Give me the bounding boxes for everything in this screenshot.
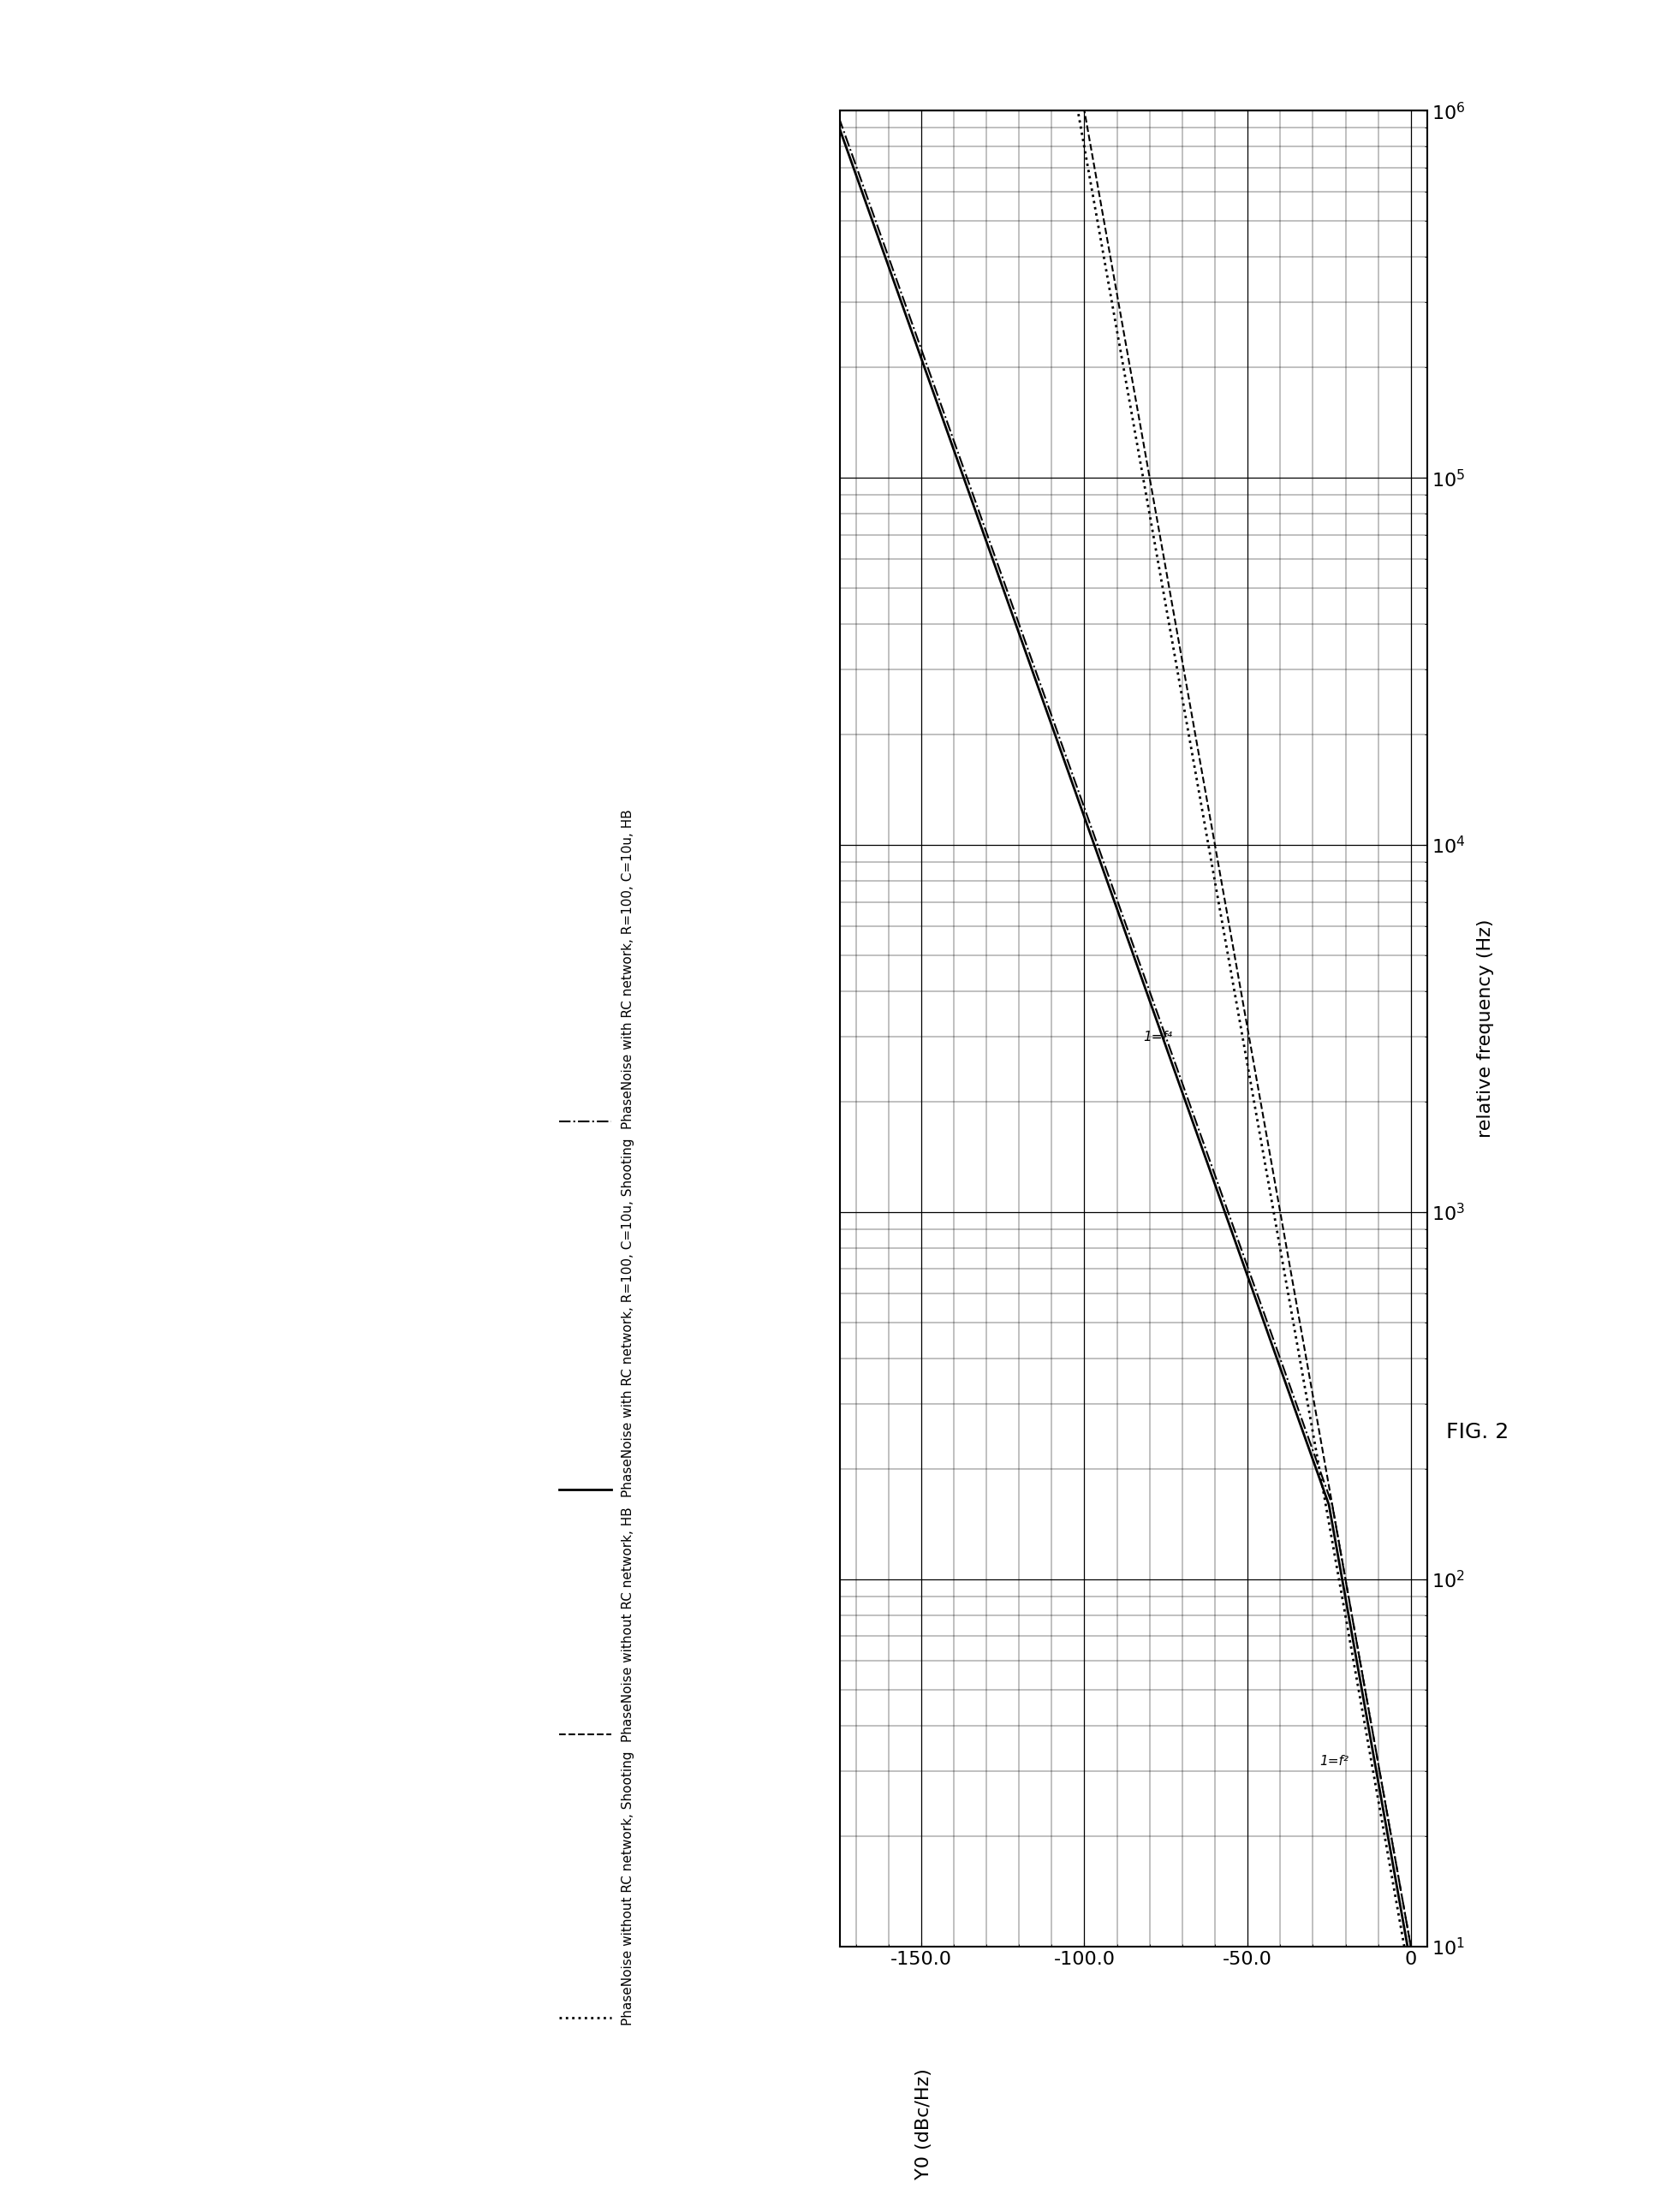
PhaseNoise with RC network, R=100, C=10u, Shooting (1081, 823, 1101, 849)
PhaseNoise with RC network, R=100, C=10u, Shooting (1397, 1933, 1417, 1960)
Line: PhaseNoise with RC network, R=100, C=10u, HB: PhaseNoise with RC network, R=100, C=10u… (840, 111, 1410, 1947)
Y-axis label: relative frequency (Hz): relative frequency (Hz) (1478, 920, 1494, 1137)
PhaseNoise with RC network, R=100, C=10u, Shooting (1167, 1064, 1187, 1091)
PhaseNoise without RC network, Shooting (1160, 619, 1180, 646)
Text: 1=f²: 1=f² (1320, 1754, 1348, 1767)
Text: 1=f⁴: 1=f⁴ (1143, 1031, 1172, 1044)
PhaseNoise without RC network, Shooting (1185, 754, 1206, 781)
PhaseNoise with RC network, R=100, C=10u, Shooting (1009, 619, 1029, 646)
PhaseNoise without RC network, HB (1400, 1933, 1420, 1960)
PhaseNoise without RC network, Shooting (1313, 1475, 1333, 1502)
PhaseNoise without RC network, HB (1075, 97, 1095, 124)
PhaseNoise with RC network, R=100, C=10u, HB (829, 97, 850, 124)
PhaseNoise with RC network, R=100, C=10u, Shooting (1313, 1475, 1333, 1502)
PhaseNoise with RC network, R=100, C=10u, HB (1059, 754, 1080, 781)
PhaseNoise without RC network, Shooting (1239, 1064, 1259, 1091)
PhaseNoise with RC network, R=100, C=10u, Shooting (865, 217, 885, 243)
Text: FIG. 2: FIG. 2 (1446, 1422, 1509, 1442)
PhaseNoise with RC network, R=100, C=10u, HB (1316, 1475, 1336, 1502)
PhaseNoise without RC network, Shooting (1197, 823, 1217, 849)
PhaseNoise with RC network, R=100, C=10u, HB (1400, 1933, 1420, 1960)
PhaseNoise with RC network, R=100, C=10u, Shooting (1056, 754, 1076, 781)
PhaseNoise without RC network, Shooting (1394, 1933, 1414, 1960)
Line: PhaseNoise without RC network, Shooting: PhaseNoise without RC network, Shooting (1078, 111, 1404, 1947)
PhaseNoise without RC network, HB (1320, 1475, 1340, 1502)
PhaseNoise with RC network, R=100, C=10u, Shooting (829, 97, 850, 124)
PhaseNoise with RC network, R=100, C=10u, HB (1085, 823, 1105, 849)
PhaseNoise without RC network, HB (1190, 754, 1211, 781)
PhaseNoise without RC network, Shooting (1090, 217, 1110, 243)
PhaseNoise without RC network, Shooting (1068, 97, 1088, 124)
PhaseNoise without RC network, HB (1246, 1064, 1266, 1091)
PhaseNoise with RC network, R=100, C=10u, HB (1012, 619, 1033, 646)
Legend: PhaseNoise with RC network, R=100, C=10u, HB, PhaseNoise with RC network, R=100,: PhaseNoise with RC network, R=100, C=10u… (552, 803, 641, 2033)
PhaseNoise with RC network, R=100, C=10u, HB (1170, 1064, 1190, 1091)
Line: PhaseNoise with RC network, R=100, C=10u, Shooting: PhaseNoise with RC network, R=100, C=10u… (840, 111, 1407, 1947)
PhaseNoise without RC network, HB (1095, 217, 1115, 243)
PhaseNoise without RC network, HB (1204, 823, 1224, 849)
PhaseNoise with RC network, R=100, C=10u, HB (868, 217, 888, 243)
Line: PhaseNoise without RC network, HB: PhaseNoise without RC network, HB (1085, 111, 1410, 1947)
PhaseNoise without RC network, HB (1167, 619, 1187, 646)
Text: Y0 (dBc/Hz): Y0 (dBc/Hz) (915, 2068, 932, 2179)
